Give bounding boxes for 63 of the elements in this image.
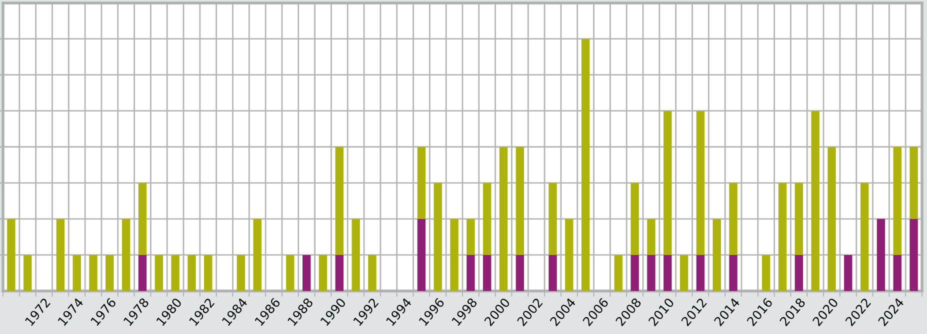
bar [335,146,344,255]
bar [483,254,492,291]
bar [762,254,770,291]
bar [680,254,688,291]
bar [417,146,426,219]
bar [352,218,360,291]
bar [729,182,738,255]
bar [614,254,623,291]
bar [910,218,918,291]
bar [138,254,147,291]
bar [89,254,98,291]
bar [204,254,212,291]
bar [729,254,738,291]
bar [581,39,590,291]
bar [565,218,574,291]
bar [794,254,804,291]
bar [516,254,524,291]
bar [844,254,852,291]
bar [516,146,524,255]
bar [171,254,180,291]
bar [630,182,639,255]
bar [7,218,16,291]
bar [302,254,311,291]
bar [56,218,65,291]
bar [876,218,886,291]
bar [664,254,672,291]
bar [106,254,114,291]
bar [548,182,557,255]
bar [696,111,705,255]
bar [893,146,902,255]
bar [466,218,475,255]
bar [253,218,262,291]
bar [630,254,639,291]
bar [24,254,32,291]
bar [335,254,344,291]
bar [286,254,294,291]
bar [417,218,426,291]
bar [499,147,508,291]
bar [138,182,147,255]
bar [548,254,557,291]
bar [794,182,804,255]
bar [893,254,902,291]
bar [154,254,164,291]
bar [483,182,492,255]
bar [712,218,721,291]
bar [828,147,836,291]
bar [318,254,328,291]
bar [236,254,246,291]
bar [368,254,376,291]
bar [811,111,820,291]
bar [122,218,130,291]
bar [696,254,705,291]
bar [466,254,475,291]
bar [434,182,442,291]
bar [778,182,787,291]
bar [72,254,81,291]
bar [910,146,918,219]
bar [664,111,672,255]
bar [860,182,869,291]
bar [450,218,458,291]
bar [188,254,196,291]
bar [647,218,656,255]
bar [647,254,656,291]
